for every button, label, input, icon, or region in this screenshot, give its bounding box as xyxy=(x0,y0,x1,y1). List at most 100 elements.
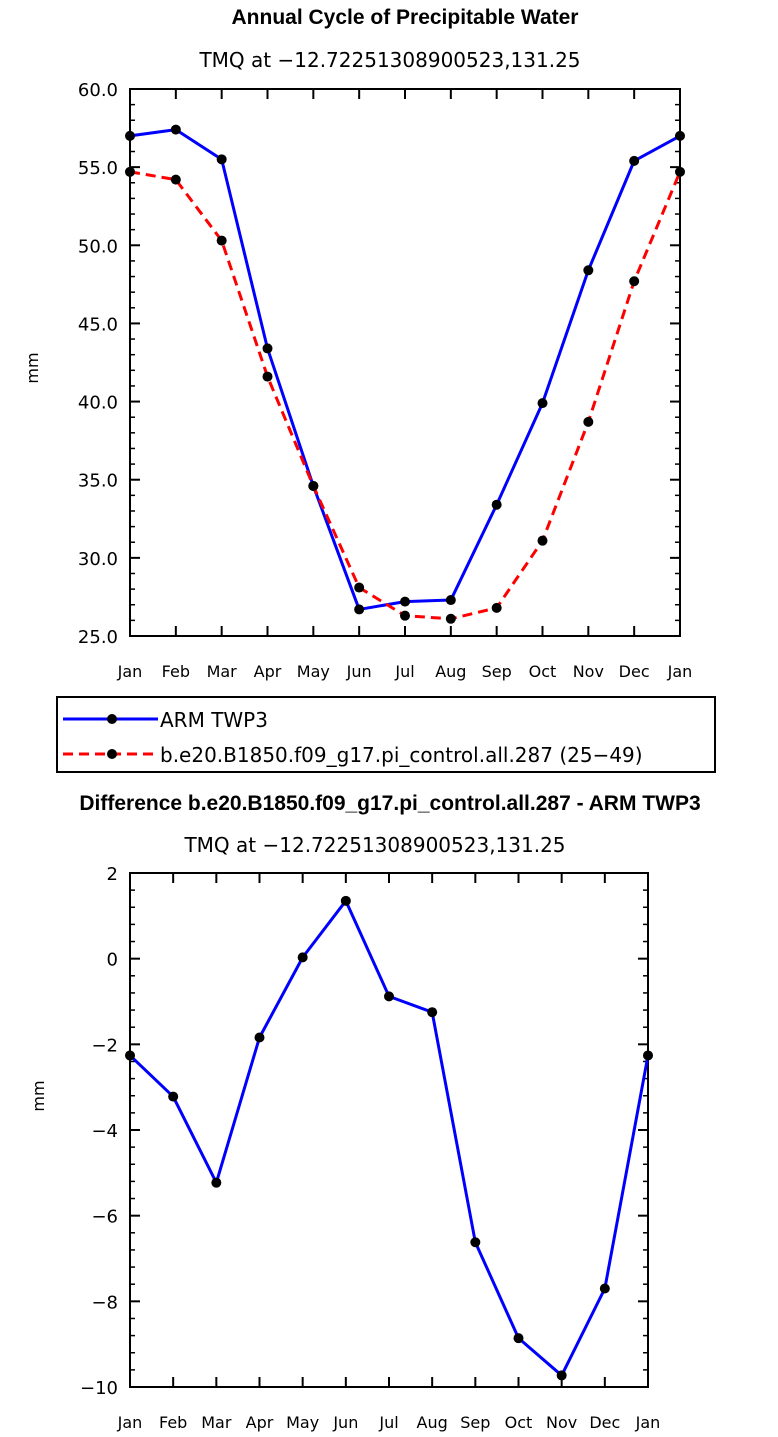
series-1-point xyxy=(491,499,502,510)
chart1-plot-frame xyxy=(129,88,681,637)
x-tick-label: Apr xyxy=(254,662,282,681)
chart1-y-axis-label: mm xyxy=(23,352,42,383)
series-1-point xyxy=(427,1007,438,1018)
x-tick-label: Nov xyxy=(546,1413,577,1432)
series-1-point xyxy=(599,1283,610,1294)
series-2-point xyxy=(537,535,548,546)
x-tick-label: Mar xyxy=(201,1413,232,1432)
series-2-point xyxy=(170,174,181,185)
y-tick-label: 60.0 xyxy=(78,80,118,101)
series-line-1 xyxy=(128,899,650,1377)
x-tick-label: Mar xyxy=(207,662,238,681)
series-1-point xyxy=(675,130,685,141)
series-1-point xyxy=(537,398,548,409)
chart1-series-layer xyxy=(125,124,685,624)
chart1-axes: Jan Feb Mar Apr May Jun Jul Aug Sep Oct Nov Dec Jan 2… xyxy=(78,80,692,681)
x-tick-label: Apr xyxy=(246,1413,274,1432)
chart2-title: Difference b.e20.B1850.f09_g17.pi_contro… xyxy=(79,792,700,815)
series-1-point xyxy=(354,604,365,615)
y-tick-label: 2 xyxy=(107,864,118,885)
series-1-point xyxy=(211,1177,222,1188)
x-tick-label: Dec xyxy=(589,1413,620,1432)
chart2-series-layer xyxy=(125,895,653,1381)
chart2-y-axis-label: mm xyxy=(29,1080,48,1111)
legend-marker-arm xyxy=(107,714,117,724)
x-tick-label: Jul xyxy=(378,1413,398,1432)
legend-box xyxy=(56,696,716,773)
y-tick-label: 0 xyxy=(107,950,118,971)
x-tick-label: Jan xyxy=(635,1413,661,1432)
y-tick-label: 55.0 xyxy=(78,158,118,179)
series-1-point xyxy=(297,952,308,963)
chart2-plot-frame xyxy=(129,872,649,1388)
series-line-1 xyxy=(129,128,681,611)
series-2-point xyxy=(400,610,410,621)
y-tick-label: 40.0 xyxy=(78,393,118,414)
series-2-point xyxy=(125,166,135,177)
series-1-point xyxy=(170,124,181,135)
series-1-point xyxy=(340,895,351,906)
y-tick-label: −6 xyxy=(91,1207,118,1228)
annual-cycle-chart: Annual Cycle of Precipitable Water TMQ a… xyxy=(23,6,716,773)
chart1-legend: ARM TWP3 b.e20.B1850.f09_g17.pi_control.… xyxy=(56,696,716,773)
y-tick-label: 50.0 xyxy=(78,236,118,257)
series-1-point xyxy=(254,1032,265,1043)
series-1-point xyxy=(125,130,135,141)
series-line-2 xyxy=(129,170,682,621)
x-tick-label: Feb xyxy=(159,1413,187,1432)
series-2-point xyxy=(491,602,502,613)
x-tick-label: Aug xyxy=(435,662,466,681)
x-tick-label: Jun xyxy=(332,1413,358,1432)
x-tick-label: Oct xyxy=(505,1413,533,1432)
series-2-point xyxy=(583,416,594,427)
series-2-point xyxy=(308,480,319,491)
series-1-point xyxy=(384,991,394,1002)
series-2-point xyxy=(354,582,365,593)
chart2-subtitle: TMQ at −12.72251308900523,131.25 xyxy=(183,833,565,857)
x-tick-label: Sep xyxy=(460,1413,490,1432)
chart2-axes: Jan Feb Mar Apr May Jun Jul Aug Sep Oct Nov Dec Jan −… xyxy=(80,864,660,1432)
x-tick-label: Feb xyxy=(162,662,190,681)
x-tick-label: Jun xyxy=(346,662,372,681)
series-1-point xyxy=(168,1091,179,1102)
legend-label-model: b.e20.B1850.f09_g17.pi_control.all.287 (… xyxy=(160,743,643,767)
y-tick-label: 35.0 xyxy=(78,471,118,492)
x-tick-label: Dec xyxy=(619,662,650,681)
chart1-title: Annual Cycle of Precipitable Water xyxy=(232,6,579,29)
series-1-point xyxy=(513,1333,524,1344)
x-tick-label: Nov xyxy=(573,662,604,681)
x-tick-label: Aug xyxy=(417,1413,448,1432)
series-2-point xyxy=(262,371,273,382)
y-tick-label: 30.0 xyxy=(78,549,118,570)
legend-marker-model xyxy=(107,749,117,759)
series-1-point xyxy=(400,596,410,607)
y-tick-label: −10 xyxy=(80,1378,118,1399)
x-tick-label: Jan xyxy=(667,662,693,681)
series-1-point xyxy=(445,595,456,606)
series-1-point xyxy=(583,265,594,276)
chart1-subtitle: TMQ at −12.72251308900523,131.25 xyxy=(198,48,580,72)
series-1-point xyxy=(216,154,227,165)
series-2-point xyxy=(675,166,685,177)
series-1-point xyxy=(556,1370,567,1381)
series-1-point xyxy=(629,155,640,166)
series-1-point xyxy=(125,1050,135,1061)
series-1-point xyxy=(643,1050,653,1061)
y-tick-label: 45.0 xyxy=(78,314,118,335)
y-tick-label: 25.0 xyxy=(78,627,118,648)
x-tick-label: Jan xyxy=(117,662,143,681)
y-tick-label: −4 xyxy=(91,1121,118,1142)
x-tick-label: May xyxy=(286,1413,319,1432)
x-tick-label: Oct xyxy=(529,662,557,681)
series-2-point xyxy=(629,276,640,287)
x-tick-label: Sep xyxy=(482,662,512,681)
x-tick-label: May xyxy=(297,662,330,681)
series-1-point xyxy=(470,1237,481,1248)
y-tick-label: −2 xyxy=(91,1035,118,1056)
legend-label-arm: ARM TWP3 xyxy=(160,708,268,732)
x-tick-label: Jan xyxy=(117,1413,143,1432)
series-1-point xyxy=(262,343,273,354)
series-2-point xyxy=(216,235,227,246)
x-tick-label: Jul xyxy=(394,662,414,681)
